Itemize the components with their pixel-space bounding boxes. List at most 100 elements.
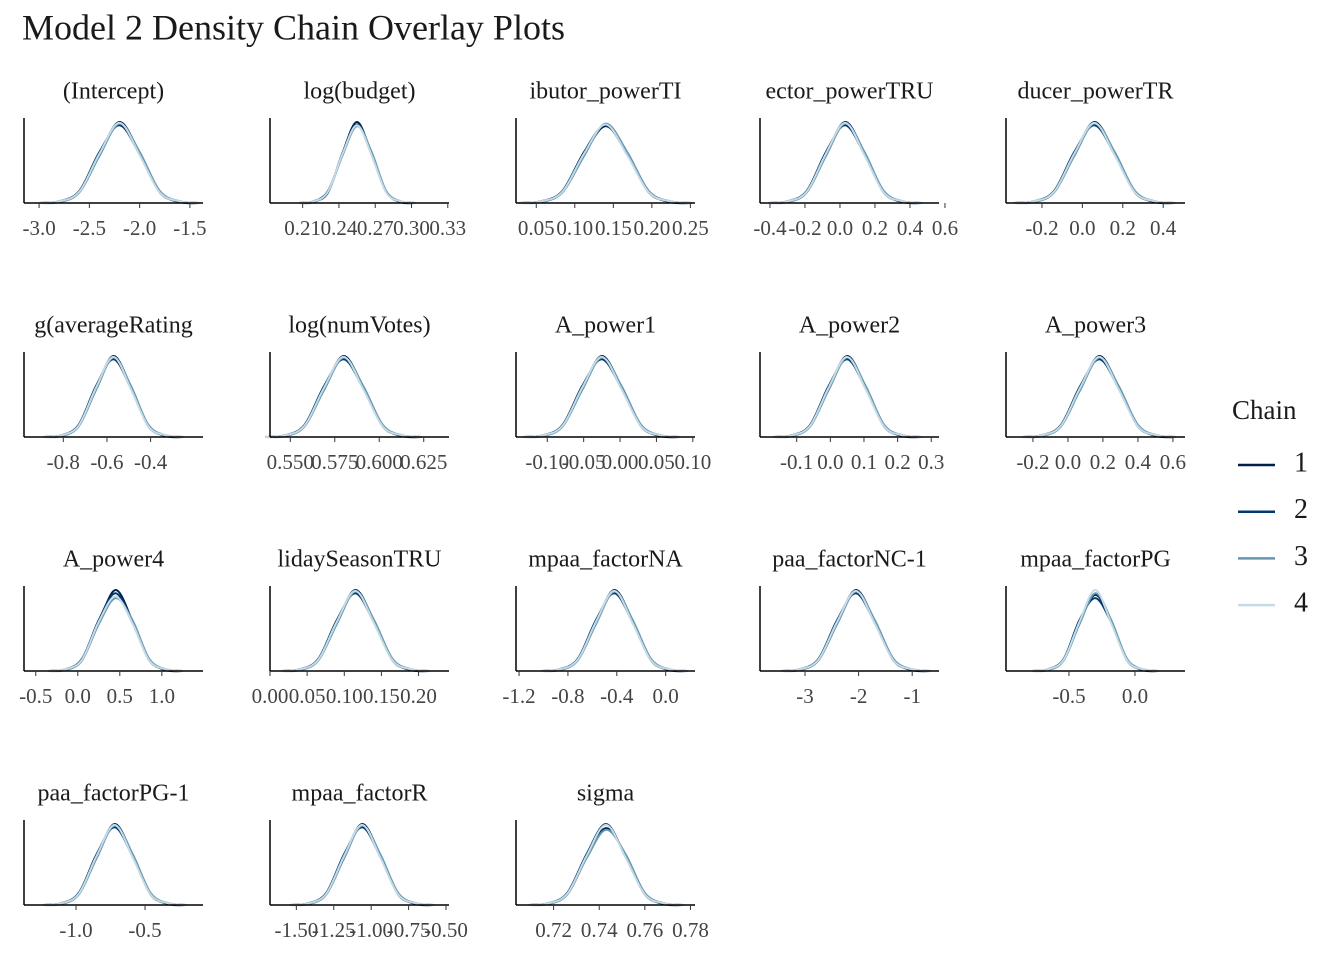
- x-tick-label: 0.0: [817, 450, 843, 474]
- density-line: [780, 589, 932, 672]
- x-tick-label: 0.3: [918, 450, 944, 474]
- density-line: [48, 595, 183, 672]
- x-tick-label: -0.5: [19, 684, 52, 708]
- density-line: [290, 823, 435, 906]
- x-tick-label: -0.4: [600, 684, 634, 708]
- x-tick-label: -1.25: [312, 918, 356, 942]
- x-tick-label: 0.0: [653, 684, 679, 708]
- density-line: [519, 123, 692, 204]
- panel-title: A_power2: [799, 313, 900, 339]
- panel-title: log(budget): [304, 79, 416, 105]
- legend-label: 3: [1294, 541, 1308, 572]
- density-line: [780, 590, 932, 673]
- x-tick-label: -0.75: [387, 918, 431, 942]
- density-line: [528, 823, 684, 906]
- x-tick-label: -0.8: [551, 684, 584, 708]
- panel-title: lidaySeasonTRU: [278, 547, 442, 573]
- density-line: [519, 122, 692, 205]
- panel-title: mpaa_factorPG: [1020, 547, 1171, 573]
- density-line: [523, 355, 681, 438]
- x-tick-label: 0.72: [535, 918, 572, 942]
- x-tick-label: 0.05: [289, 684, 326, 708]
- density-line: [1031, 597, 1159, 673]
- density-line: [1022, 355, 1177, 438]
- density-line: [773, 355, 922, 438]
- x-tick-label: 0.78: [672, 918, 709, 942]
- x-tick-label: -0.4: [134, 450, 168, 474]
- density-line: [298, 123, 416, 205]
- density-line: [768, 121, 923, 204]
- density-line: [298, 124, 416, 204]
- x-tick-label: 0.30: [393, 216, 430, 240]
- density-line: [540, 589, 688, 672]
- density-line: [780, 589, 932, 672]
- x-tick-label: -3.0: [22, 216, 55, 240]
- x-tick-label: 0.21: [284, 216, 321, 240]
- x-tick-label: 0.1: [851, 450, 877, 474]
- x-tick-label: 0.5: [107, 684, 133, 708]
- panel-title: A_power4: [63, 547, 164, 573]
- density-line: [528, 827, 684, 906]
- density-line: [1013, 121, 1176, 204]
- density-line: [541, 590, 688, 673]
- density-line: [1013, 121, 1176, 204]
- x-tick-label: 0.0: [1122, 684, 1148, 708]
- panel-title: log(numVotes): [288, 313, 430, 339]
- density-line: [281, 590, 430, 673]
- density-line: [768, 121, 923, 204]
- x-tick-label: 0.15: [363, 684, 400, 708]
- density-line: [265, 358, 422, 439]
- density-line: [1022, 356, 1177, 439]
- x-tick-label: -2.0: [123, 216, 156, 240]
- density-line: [39, 121, 201, 204]
- x-tick-label: 0.0: [65, 684, 91, 708]
- x-tick-label: 0.15: [595, 216, 632, 240]
- density-line: [1013, 122, 1176, 205]
- x-tick-label: -1: [903, 684, 921, 708]
- legend-label: 1: [1294, 447, 1308, 478]
- panel-title: (Intercept): [63, 79, 164, 105]
- panel-title: paa_factorPG-1: [38, 781, 190, 807]
- density-line: [519, 124, 692, 205]
- x-tick-label: 0.20: [633, 216, 670, 240]
- x-tick-label: 0.2: [1090, 450, 1116, 474]
- x-tick-label: 0.00: [252, 684, 289, 708]
- panel-title: A_power3: [1045, 313, 1146, 339]
- x-tick-label: 0.6: [1160, 450, 1186, 474]
- x-tick-label: -1.2: [502, 684, 535, 708]
- x-tick-label: 0.575: [311, 450, 358, 474]
- density-line: [1031, 589, 1159, 672]
- density-line: [290, 823, 435, 906]
- density-line: [523, 356, 681, 439]
- density-line: [265, 355, 423, 438]
- density-line: [43, 356, 184, 439]
- panel-title: mpaa_factorR: [292, 781, 428, 807]
- density-line: [281, 592, 430, 673]
- x-tick-label: 0.10: [556, 216, 593, 240]
- density-line: [48, 597, 183, 673]
- x-tick-label: -1.5: [173, 216, 206, 240]
- x-tick-label: 0.20: [400, 684, 437, 708]
- x-tick-label: -0.10: [525, 450, 569, 474]
- page-title: Model 2 Density Chain Overlay Plots: [22, 7, 565, 47]
- density-line: [290, 826, 435, 907]
- density-line: [281, 589, 430, 672]
- x-tick-label: 0.00: [602, 450, 639, 474]
- x-tick-label: 0.2: [1110, 216, 1136, 240]
- x-tick-label: -0.6: [90, 450, 123, 474]
- density-line: [298, 121, 416, 204]
- panel-title: ector_powerTRU: [766, 79, 934, 105]
- density-line: [540, 592, 688, 673]
- x-tick-label: -0.2: [1025, 216, 1058, 240]
- density-line: [768, 124, 923, 205]
- density-line: [773, 358, 922, 439]
- x-tick-label: 0.2: [884, 450, 910, 474]
- density-line: [1031, 592, 1159, 673]
- x-tick-label: -0.1: [780, 450, 813, 474]
- x-tick-label: -1.0: [59, 918, 92, 942]
- panel-title: mpaa_factorNA: [528, 547, 683, 573]
- density-line: [43, 358, 184, 439]
- density-line: [265, 355, 423, 438]
- density-line: [780, 592, 932, 673]
